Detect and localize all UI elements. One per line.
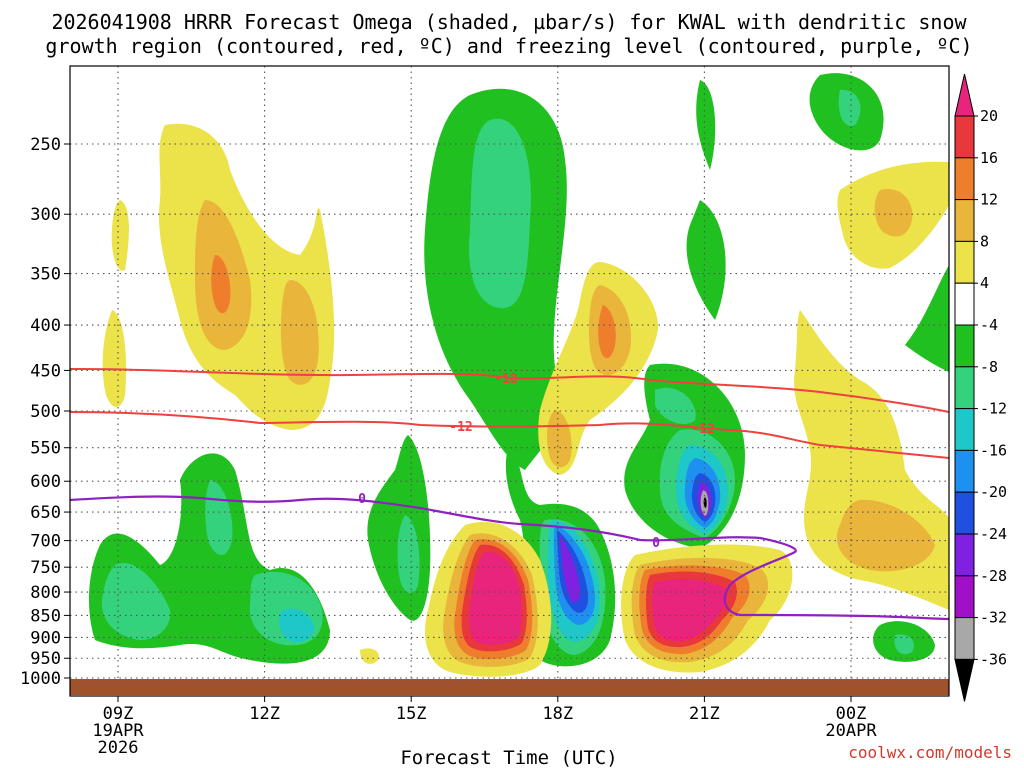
contour-label-minus12-b: -12 [691, 422, 714, 437]
credit-link[interactable]: coolwx.com/models [848, 743, 1012, 762]
x-tick-label: 18Z [542, 704, 573, 724]
omega-region-green-right-top [696, 80, 716, 170]
colorbar-label: -24 [980, 525, 1007, 543]
omega-region-cyan-lowleft [279, 608, 315, 642]
colorbar-bottom-arrow [954, 658, 975, 702]
y-tick-label: 300 [30, 205, 61, 225]
omega-region-teal-ne [838, 89, 861, 126]
omega-region-darkorange-18z [598, 305, 616, 359]
x-tick-label: 12Z [249, 704, 280, 724]
colorbar-label: -36 [980, 650, 1007, 668]
y-tick-label: 750 [30, 558, 61, 578]
chart-title-line1: 2026041908 HRRR Forecast Omega (shaded, … [51, 10, 967, 34]
contour-label-minus18: -18 [494, 372, 518, 387]
y-tick-label: 600 [30, 472, 61, 492]
omega-region-yellow-small [360, 648, 379, 664]
grid-lines [70, 66, 949, 680]
y-tick-label: 450 [30, 361, 61, 381]
y-tick-label: 250 [30, 135, 61, 155]
colorbar-swatch [954, 617, 975, 660]
y-tick-label: 950 [30, 649, 61, 669]
colorbar-swatch [954, 240, 975, 284]
dgz-contour-minus12 [70, 411, 949, 459]
y-tick-label: 900 [30, 628, 61, 648]
freezing-level-contour [70, 495, 949, 621]
x-axis-label: Forecast Time (UTC) [400, 747, 617, 768]
colorbar-swatch [954, 449, 975, 493]
colorbar-swatch [954, 157, 975, 201]
colorbar-swatch [954, 366, 975, 410]
omega-region-orange-left-b [280, 280, 319, 385]
y-tick-label: 550 [30, 439, 61, 459]
omega-region-black-21z [703, 497, 707, 508]
colorbar-label: 16 [980, 149, 998, 167]
colorbar-label: -32 [980, 609, 1007, 627]
colorbar-label: -28 [980, 567, 1007, 585]
contour-label-freezing-b: 0 [652, 536, 660, 551]
x-tick-label: 00Z [836, 704, 867, 724]
y-tick-label: 350 [30, 265, 61, 285]
dgz-contour-minus18 [70, 367, 949, 413]
omega-region-orange-ne [874, 189, 913, 237]
x-tick-label: 15Z [396, 704, 427, 724]
colorbar-swatch [954, 324, 975, 368]
colorbar-swatch [954, 575, 975, 619]
colorbar-swatch [954, 199, 975, 242]
y-tick-label: 800 [30, 583, 61, 603]
colorbar-swatch [954, 533, 975, 577]
contours: -18 -12 -12 0 0 [70, 367, 949, 621]
colorbar-label: 8 [980, 232, 989, 250]
chart-title-line2: growth region (contoured, red, ºC) and f… [45, 34, 972, 58]
y-tick-label: 700 [30, 532, 61, 552]
colorbar-swatch [954, 115, 975, 159]
omega-region-darkorange-left-a [211, 255, 231, 314]
colorbar-swatch [954, 491, 975, 535]
colorbar-label: -4 [980, 316, 998, 334]
terrain-ground [70, 679, 949, 695]
omega-region-yellow-left-b [111, 200, 129, 271]
y-tick-label: 500 [30, 402, 61, 422]
colorbar-label: -12 [980, 400, 1007, 418]
y-tick-label: 650 [30, 503, 61, 523]
colorbar-label: -20 [980, 483, 1007, 501]
y-tick-label: 1000 [20, 669, 61, 689]
x-tick-year: 2026 [98, 738, 139, 758]
omega-region-green-mid-right [686, 200, 726, 320]
omega-shading [88, 73, 949, 677]
x-tick-label: 09Z [103, 704, 134, 724]
colorbar-swatch [954, 282, 975, 326]
contour-label-freezing-a: 0 [358, 492, 366, 507]
x-tick-date: 20APR [825, 721, 877, 741]
colorbar-label: -8 [980, 358, 998, 376]
colorbar-swatch [954, 408, 975, 451]
omega-region-teal-15z [397, 515, 420, 594]
omega-region-teal-lowleft-a [101, 563, 171, 640]
omega-region-purple-18z [560, 535, 580, 603]
x-tick-label: 21Z [689, 704, 720, 724]
y-axis-ticks: 2503003504004505005506006507007508008509… [20, 135, 70, 689]
plot-border [69, 65, 950, 697]
omega-region-green-east-edge [905, 265, 949, 372]
colorbar-label: 20 [980, 107, 998, 125]
colorbar-top-arrow [954, 73, 975, 117]
colorbar: 20 16 12 8 4 -4 -8 -12 -16 -20 -24 -28 -32 -36 [954, 73, 1007, 702]
colorbar-label: -16 [980, 441, 1007, 459]
omega-region-teal-upper [469, 118, 531, 309]
colorbar-label: 4 [980, 274, 989, 292]
omega-region-magenta-17z [469, 551, 522, 645]
omega-region-orange-east [836, 499, 935, 572]
y-tick-label: 400 [30, 316, 61, 336]
omega-region-yellow-left-c [102, 310, 127, 408]
colorbar-label: 12 [980, 191, 998, 209]
omega-region-magenta-20z [652, 579, 727, 642]
y-tick-label: 850 [30, 606, 61, 626]
x-tick-date: 19APR [92, 721, 144, 741]
contour-label-minus12-a: -12 [449, 420, 472, 435]
omega-region-teal-se [894, 634, 915, 655]
